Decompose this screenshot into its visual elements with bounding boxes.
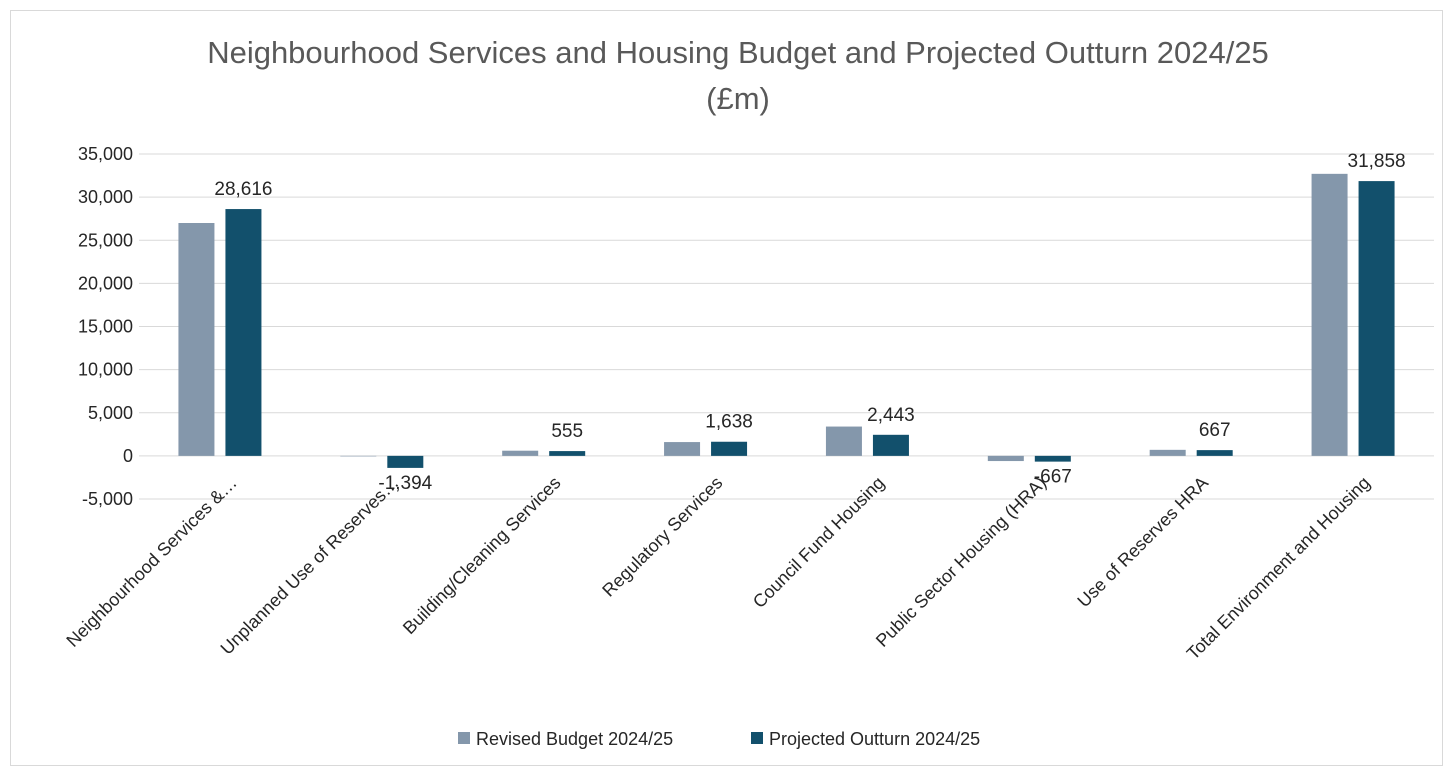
bar-projected-outturn: [1358, 181, 1395, 456]
bar-projected-outturn: [1034, 455, 1071, 462]
legend: Revised Budget 2024/25 Projected Outturn …: [458, 729, 980, 749]
bar-revised-budget: [825, 426, 862, 456]
data-label: 667: [1199, 420, 1231, 441]
data-label: -667: [1034, 467, 1072, 488]
y-tick-label: 35,000: [78, 144, 133, 164]
bar-projected-outturn: [549, 451, 586, 456]
chart-svg: Neighbourhood Services and Housing Budge…: [62, 35, 1434, 749]
category-label: Total Environment and Housing: [1183, 473, 1374, 664]
y-tick-label: -5,000: [82, 489, 133, 509]
data-label: -1,394: [378, 473, 432, 494]
bar-projected-outturn: [1196, 450, 1233, 456]
y-tick-label: 5,000: [88, 403, 133, 423]
chart-title-line-2: (£m): [706, 81, 770, 116]
bar-revised-budget: [502, 450, 539, 456]
gridlines: [139, 153, 1434, 500]
data-label: 1,638: [705, 412, 753, 433]
category-label: Use of Reserves HRA: [1073, 473, 1212, 612]
y-tick-label: 0: [123, 446, 133, 466]
legend-label: Projected Outturn 2024/25: [769, 729, 980, 749]
chart-frame: Neighbourhood Services and Housing Budge…: [10, 10, 1443, 766]
y-tick-label: 10,000: [78, 360, 133, 380]
bar-revised-budget: [178, 223, 215, 456]
chart-title-line-1: Neighbourhood Services and Housing Budge…: [207, 35, 1269, 70]
y-tick-label: 15,000: [78, 317, 133, 337]
bar-revised-budget: [987, 455, 1024, 462]
bars: [178, 173, 1395, 468]
legend-swatch: [458, 732, 470, 744]
data-label: 31,858: [1348, 151, 1406, 172]
category-label: Building/Cleaning Services: [399, 473, 565, 639]
data-labels: 28,616 -1,394 555 1,638 2,443 -667 667 31,858: [214, 151, 1405, 494]
bar-revised-budget: [1149, 449, 1186, 456]
category-label: Unplanned Use of Reserves…: [217, 473, 403, 659]
bar-revised-budget: [1311, 173, 1348, 456]
bar-projected-outturn: [225, 209, 262, 456]
category-labels: Neighbourhood Services &…Unplanned Use o…: [62, 473, 1373, 664]
bar-revised-budget: [664, 442, 701, 456]
data-label: 2,443: [867, 405, 915, 426]
bar-projected-outturn: [872, 434, 909, 456]
category-label: Regulatory Services: [598, 473, 726, 601]
bar-revised-budget: [340, 455, 377, 457]
category-label: Council Fund Housing: [749, 473, 888, 612]
y-axis-ticks: 35,000 30,000 25,000 20,000 15,000 10,000 5,00…: [78, 144, 133, 509]
bar-projected-outturn: [711, 441, 748, 456]
y-tick-label: 30,000: [78, 187, 133, 207]
bar-projected-outturn: [387, 455, 424, 468]
data-label: 555: [551, 421, 583, 442]
data-label: 28,616: [214, 179, 272, 200]
legend-swatch: [751, 732, 763, 744]
y-tick-label: 20,000: [78, 273, 133, 293]
legend-label: Revised Budget 2024/25: [476, 729, 673, 749]
y-tick-label: 25,000: [78, 230, 133, 250]
